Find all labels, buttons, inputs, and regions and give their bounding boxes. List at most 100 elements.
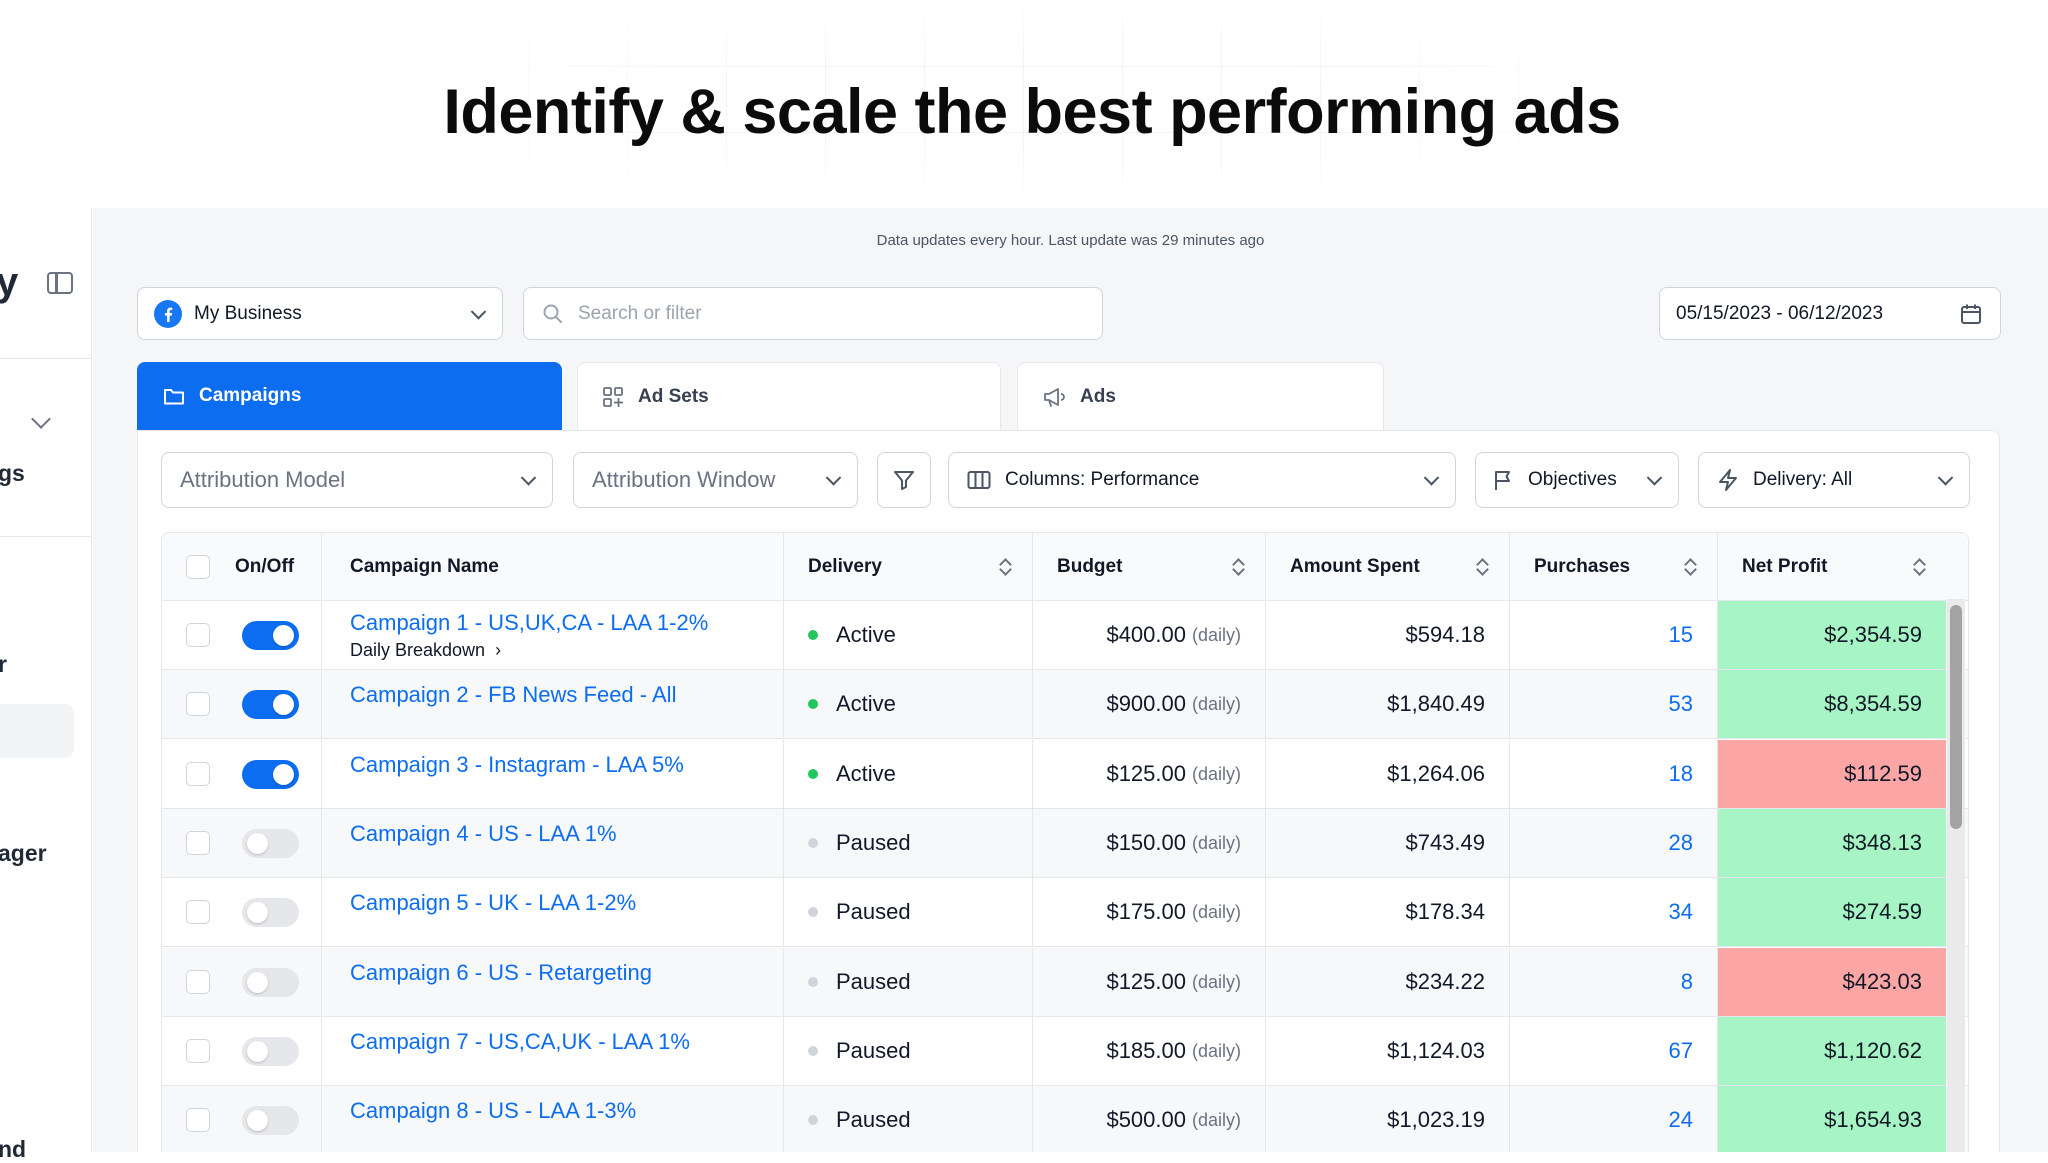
sidebar-item-3[interactable]: ager bbox=[0, 840, 47, 866]
campaign-name-link[interactable]: Campaign 3 - Instagram - LAA 5% bbox=[350, 752, 684, 777]
row-checkbox[interactable] bbox=[186, 1108, 210, 1132]
tab-campaigns[interactable]: Campaigns bbox=[137, 362, 562, 430]
purchases-value[interactable]: 67 bbox=[1668, 1038, 1693, 1063]
delivery-status-dot bbox=[808, 977, 818, 987]
tab-ads[interactable]: Ads bbox=[1017, 362, 1384, 430]
campaign-name-cell: Campaign 4 - US - LAA 1% bbox=[322, 809, 784, 877]
campaign-name-link[interactable]: Campaign 7 - US,CA,UK - LAA 1% bbox=[350, 1029, 690, 1054]
row-checkbox[interactable] bbox=[186, 900, 210, 924]
campaign-toggle[interactable] bbox=[242, 897, 299, 927]
row-checkbox[interactable] bbox=[186, 762, 210, 786]
purchases-cell: 24 bbox=[1510, 1086, 1718, 1152]
budget-value: $500.00 bbox=[1106, 1107, 1186, 1132]
sort-icon[interactable] bbox=[1233, 558, 1243, 576]
net-profit-cell: $423.03 bbox=[1718, 948, 1946, 1016]
date-range-value: 05/15/2023 - 06/12/2023 bbox=[1676, 302, 1884, 324]
header-budget[interactable]: Budget bbox=[1033, 533, 1266, 600]
delivery-status: Paused bbox=[836, 969, 911, 994]
campaign-name-link[interactable]: Campaign 6 - US - Retargeting bbox=[350, 960, 653, 985]
campaign-name-link[interactable]: Campaign 4 - US - LAA 1% bbox=[350, 821, 617, 846]
campaign-name-cell: Campaign 8 - US - LAA 1-3% bbox=[322, 1086, 784, 1152]
campaign-toggle[interactable] bbox=[242, 1105, 299, 1135]
sort-icon[interactable] bbox=[1477, 558, 1487, 576]
table-row[interactable]: Campaign 4 - US - LAA 1% Paused $150.00(… bbox=[162, 809, 1968, 878]
attribution-window-select[interactable]: Attribution Window bbox=[573, 452, 858, 508]
table-row[interactable]: Campaign 1 - US,UK,CA - LAA 1-2% Daily B… bbox=[162, 601, 1968, 670]
header-amount-spent[interactable]: Amount Spent bbox=[1266, 533, 1510, 600]
delivery-status: Active bbox=[836, 691, 896, 716]
sidebar-item-active[interactable] bbox=[0, 704, 74, 758]
table-row[interactable]: Campaign 5 - UK - LAA 1-2% Paused $175.0… bbox=[162, 878, 1968, 947]
toggle-knob bbox=[247, 1109, 268, 1131]
purchases-value[interactable]: 34 bbox=[1668, 899, 1693, 924]
sort-icon[interactable] bbox=[1685, 558, 1695, 576]
purchases-cell: 18 bbox=[1510, 740, 1718, 808]
table-row[interactable]: Campaign 2 - FB News Feed - All Active $… bbox=[162, 670, 1968, 739]
row-checkbox[interactable] bbox=[186, 623, 210, 647]
campaign-name-link[interactable]: Campaign 5 - UK - LAA 1-2% bbox=[350, 890, 637, 915]
campaign-toggle[interactable] bbox=[242, 689, 299, 719]
table-row[interactable]: Campaign 8 - US - LAA 1-3% Paused $500.0… bbox=[162, 1086, 1968, 1152]
table-row[interactable]: Campaign 6 - US - Retargeting Paused $12… bbox=[162, 948, 1968, 1017]
sidebar-collapse-icon[interactable] bbox=[47, 272, 73, 294]
toggle-knob bbox=[273, 763, 294, 785]
toggle-knob bbox=[273, 624, 294, 646]
net-profit-cell: $1,120.62 bbox=[1718, 1017, 1946, 1085]
search-input[interactable]: Search or filter bbox=[523, 287, 1103, 340]
sidebar-item-1[interactable]: gs bbox=[0, 460, 25, 486]
campaign-toggle[interactable] bbox=[242, 1036, 299, 1066]
daily-breakdown-link[interactable]: Daily Breakdown › bbox=[350, 640, 708, 661]
objectives-select[interactable]: Objectives bbox=[1475, 452, 1679, 508]
row-checkbox[interactable] bbox=[186, 1039, 210, 1063]
table-row[interactable]: Campaign 3 - Instagram - LAA 5% Active $… bbox=[162, 740, 1968, 809]
delivery-cell: Paused bbox=[784, 809, 1033, 877]
header-purchases[interactable]: Purchases bbox=[1510, 533, 1718, 600]
tab-ad-sets[interactable]: Ad Sets bbox=[577, 362, 1001, 430]
purchases-value[interactable]: 15 bbox=[1668, 622, 1693, 647]
net-profit-value: $1,654.93 bbox=[1824, 1107, 1922, 1132]
header-net-profit[interactable]: Net Profit bbox=[1718, 533, 1968, 600]
table-row[interactable]: Campaign 7 - US,CA,UK - LAA 1% Paused $1… bbox=[162, 1017, 1968, 1086]
columns-select[interactable]: Columns: Performance bbox=[948, 452, 1456, 508]
row-checkbox[interactable] bbox=[186, 970, 210, 994]
campaign-toggle[interactable] bbox=[242, 967, 299, 997]
header-delivery[interactable]: Delivery bbox=[784, 533, 1033, 600]
sort-icon[interactable] bbox=[1914, 558, 1924, 576]
purchases-value[interactable]: 24 bbox=[1668, 1107, 1693, 1132]
purchases-value[interactable]: 18 bbox=[1668, 761, 1693, 786]
campaign-name-link[interactable]: Campaign 2 - FB News Feed - All bbox=[350, 682, 677, 707]
purchases-value[interactable]: 28 bbox=[1668, 830, 1693, 855]
filter-button[interactable] bbox=[877, 452, 931, 508]
select-all-checkbox[interactable] bbox=[186, 554, 210, 579]
campaign-name-link[interactable]: Campaign 8 - US - LAA 1-3% bbox=[350, 1098, 637, 1123]
chevron-down-icon[interactable] bbox=[31, 409, 51, 429]
header-campaign-name[interactable]: Campaign Name bbox=[322, 533, 784, 600]
row-checkbox[interactable] bbox=[186, 831, 210, 855]
toggle-knob bbox=[247, 1040, 268, 1062]
budget-cell: $900.00 (daily) bbox=[1033, 670, 1266, 738]
delivery-select[interactable]: Delivery: All bbox=[1698, 452, 1970, 508]
delivery-status-dot bbox=[808, 907, 818, 917]
date-range-picker[interactable]: 05/15/2023 - 06/12/2023 bbox=[1659, 287, 2001, 340]
account-select[interactable]: My Business bbox=[137, 287, 503, 340]
budget-cell: $185.00 (daily) bbox=[1033, 1017, 1266, 1085]
campaign-toggle[interactable] bbox=[242, 620, 299, 650]
purchases-cell: 34 bbox=[1510, 878, 1718, 946]
attribution-model-select[interactable]: Attribution Model bbox=[161, 452, 553, 508]
sort-icon[interactable] bbox=[1000, 558, 1010, 576]
campaign-toggle[interactable] bbox=[242, 759, 299, 789]
sidebar-item-2[interactable]: r bbox=[0, 651, 7, 677]
chevron-down-icon bbox=[1646, 470, 1663, 486]
megaphone-icon bbox=[1044, 387, 1065, 407]
net-profit-value: $274.59 bbox=[1842, 899, 1922, 924]
row-checkbox[interactable] bbox=[186, 692, 210, 716]
budget-value: $150.00 bbox=[1106, 830, 1186, 855]
purchases-value[interactable]: 53 bbox=[1668, 691, 1693, 716]
campaign-name-link[interactable]: Campaign 1 - US,UK,CA - LAA 1-2% bbox=[350, 609, 709, 635]
campaign-toggle[interactable] bbox=[242, 828, 299, 858]
amount-spent-value: $1,264.06 bbox=[1387, 761, 1485, 786]
sidebar-item-4[interactable]: nd bbox=[0, 1136, 27, 1162]
amount-spent-value: $594.18 bbox=[1405, 622, 1485, 647]
purchases-value[interactable]: 8 bbox=[1680, 969, 1693, 994]
table-scrollbar-thumb[interactable] bbox=[1950, 605, 1962, 829]
